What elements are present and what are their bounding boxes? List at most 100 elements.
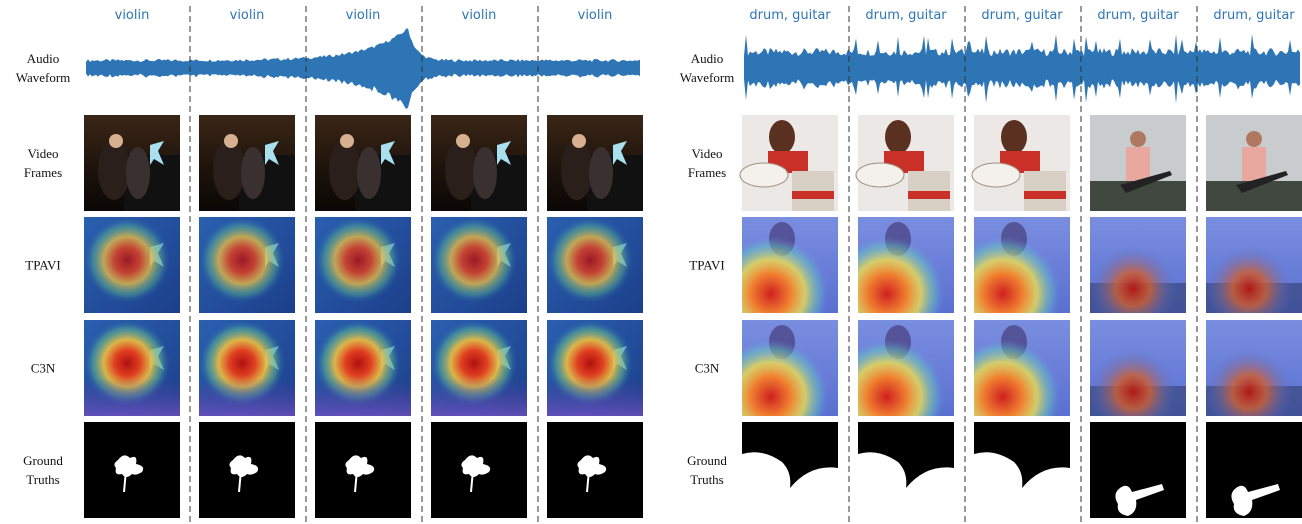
image-cell xyxy=(199,422,295,518)
heatmap xyxy=(974,217,1070,313)
heatmap xyxy=(1206,320,1302,416)
row-label: C3N xyxy=(671,359,743,378)
face xyxy=(1246,131,1262,147)
column-label: violin xyxy=(537,8,653,23)
image-cell xyxy=(858,217,954,313)
drum-band xyxy=(1024,191,1066,199)
heatmap xyxy=(199,217,295,313)
heatmap xyxy=(974,320,1070,416)
performer xyxy=(329,140,361,200)
image-cell xyxy=(1090,422,1186,518)
heatmap-low xyxy=(84,320,180,416)
mask-bg xyxy=(1206,422,1302,518)
heatmap xyxy=(1090,217,1186,313)
image-cell xyxy=(1206,320,1302,416)
image-cell xyxy=(858,422,954,518)
heatmap xyxy=(84,217,180,313)
heatmap-low xyxy=(431,320,527,416)
image-cell xyxy=(315,320,411,416)
row-label: Audio Waveform xyxy=(671,49,743,87)
shirt xyxy=(1242,147,1266,181)
image-cell xyxy=(742,217,838,313)
image-cell xyxy=(547,320,643,416)
image-cell xyxy=(84,217,180,313)
row-label: TPAVI xyxy=(671,256,743,275)
image-cell xyxy=(856,115,954,211)
face xyxy=(340,134,354,148)
image-cell xyxy=(84,422,180,518)
image-cell xyxy=(547,217,643,313)
column-label: drum, guitar xyxy=(1196,8,1302,23)
image-cell xyxy=(431,217,527,313)
image-cell xyxy=(858,320,954,416)
figure-graphics xyxy=(0,0,1302,524)
row-label: Audio Waveform xyxy=(7,49,79,87)
mask-bg xyxy=(1090,422,1186,518)
heatmap-low xyxy=(547,320,643,416)
heatmap xyxy=(858,217,954,313)
image-cell xyxy=(431,320,527,416)
image-cell xyxy=(547,115,643,211)
drum-band xyxy=(792,191,834,199)
image-cell xyxy=(315,217,411,313)
performer xyxy=(241,147,265,199)
image-cell xyxy=(315,115,411,211)
image-cell xyxy=(199,115,295,211)
image-cell xyxy=(431,422,527,518)
image-cell xyxy=(1206,115,1302,211)
column-label: drum, guitar xyxy=(732,8,848,23)
image-cell xyxy=(1090,320,1186,416)
audio-waveform xyxy=(86,28,640,109)
image-cell xyxy=(1206,422,1302,518)
image-cell xyxy=(974,320,1070,416)
column-label: violin xyxy=(421,8,537,23)
performer xyxy=(445,140,477,200)
image-cell xyxy=(742,422,838,518)
row-label: C3N xyxy=(7,359,79,378)
image-cell xyxy=(315,422,411,518)
column-label: drum, guitar xyxy=(964,8,1080,23)
performer xyxy=(98,140,130,200)
image-cell xyxy=(199,217,295,313)
heatmap xyxy=(315,217,411,313)
drum-band xyxy=(908,191,950,199)
heatmap xyxy=(742,217,838,313)
face xyxy=(109,134,123,148)
heatmap xyxy=(547,217,643,313)
row-label: Video Frames xyxy=(671,144,743,182)
image-cell xyxy=(974,217,1070,313)
performer xyxy=(126,147,150,199)
figure: Audio Waveform Video Frames TPAVI C3N Ground… xyxy=(0,0,1302,524)
row-label: Ground Truths xyxy=(671,451,743,489)
column-label: violin xyxy=(189,8,305,23)
image-cell xyxy=(547,422,643,518)
face xyxy=(885,120,911,154)
image-cell xyxy=(431,115,527,211)
row-label: Video Frames xyxy=(7,144,79,182)
heatmap xyxy=(1206,217,1302,313)
heatmap xyxy=(1090,320,1186,416)
performer xyxy=(213,140,245,200)
image-cell xyxy=(1206,217,1302,313)
face xyxy=(456,134,470,148)
face xyxy=(1130,131,1146,147)
image-cell xyxy=(742,320,838,416)
performer xyxy=(589,147,613,199)
image-cell xyxy=(972,115,1070,211)
image-cell xyxy=(974,422,1070,518)
drum xyxy=(856,163,904,187)
column-label: drum, guitar xyxy=(848,8,964,23)
performer xyxy=(357,147,381,199)
heatmap-low xyxy=(199,320,295,416)
column-label: violin xyxy=(305,8,421,23)
image-cell xyxy=(84,320,180,416)
row-label: TPAVI xyxy=(7,256,79,275)
face xyxy=(769,120,795,154)
face xyxy=(1001,120,1027,154)
face xyxy=(572,134,586,148)
audio-waveform xyxy=(744,34,1300,103)
drum xyxy=(740,163,788,187)
drum xyxy=(972,163,1020,187)
row-label: Ground Truths xyxy=(7,451,79,489)
heatmap xyxy=(431,217,527,313)
